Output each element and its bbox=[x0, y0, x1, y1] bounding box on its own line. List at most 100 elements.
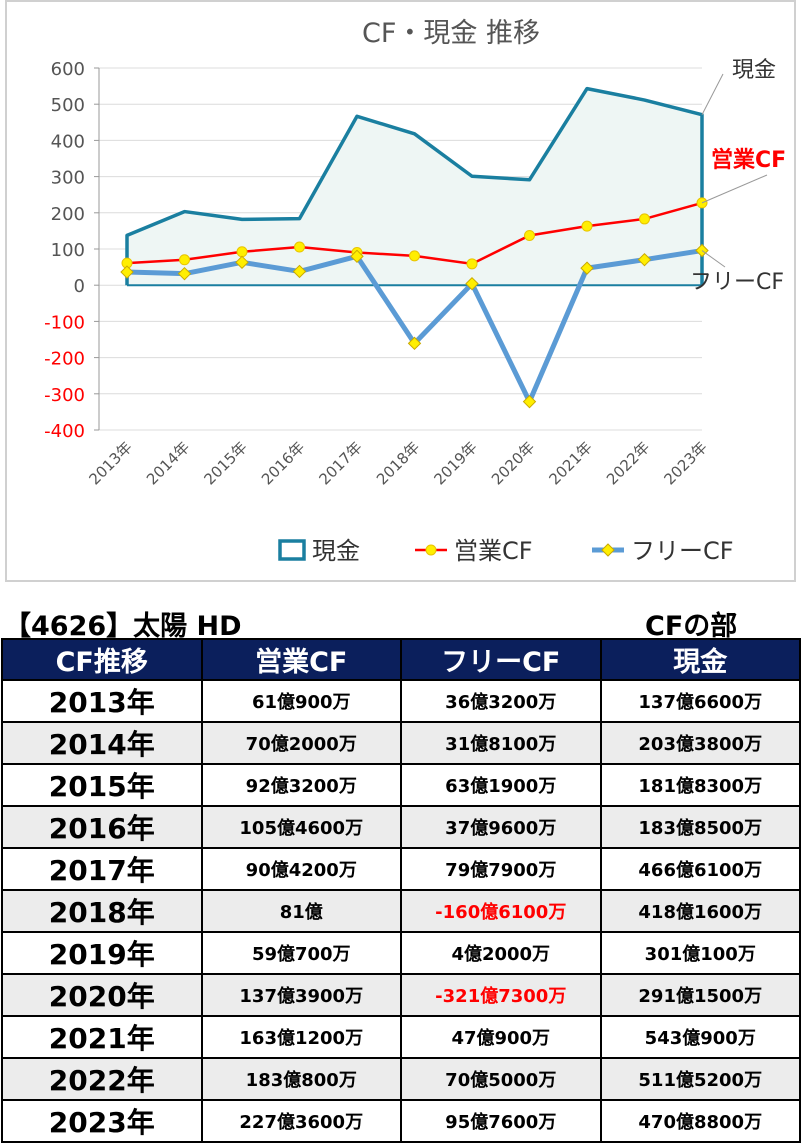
operating-cf-point bbox=[524, 229, 535, 241]
cell-operating-cf: 70億2000万 bbox=[200, 721, 402, 765]
cell-cash: 470億8800万 bbox=[599, 1099, 801, 1143]
cash-area bbox=[127, 88, 702, 286]
x-tick-label: 2014年 bbox=[143, 438, 193, 488]
cell-operating-cf: 227億3600万 bbox=[200, 1099, 402, 1143]
cell-cash: 543億900万 bbox=[599, 1015, 801, 1059]
operating-cf-point bbox=[409, 250, 420, 262]
free-cf-point bbox=[235, 255, 249, 270]
table-row: 2013年 61億900万 36億3200万 137億6600万 bbox=[1, 679, 801, 723]
cell-year: 2019年 bbox=[1, 931, 203, 975]
y-tick-label: -100 bbox=[44, 312, 85, 333]
operating-cf-point bbox=[294, 241, 305, 253]
legend-free-cf-marker bbox=[601, 543, 615, 557]
cell-year: 2022年 bbox=[1, 1057, 203, 1101]
section-title: CFの部 bbox=[645, 611, 738, 642]
table-row: 2015年 92億3200万 63億1900万 181億8300万 bbox=[1, 763, 801, 807]
cell-free-cf: 70億5000万 bbox=[400, 1057, 602, 1101]
x-tick-label: 2023年 bbox=[660, 438, 710, 488]
col-header-year: CF推移 bbox=[1, 638, 203, 681]
operating-cf-point bbox=[639, 213, 650, 225]
cell-cash: 291億1500万 bbox=[599, 973, 801, 1017]
operating-cf-point bbox=[179, 254, 190, 266]
x-tick-label: 2017年 bbox=[315, 438, 365, 488]
operating-cf-point bbox=[466, 258, 478, 270]
cf-table: CF推移 営業CF フリーCF 現金 2013年 61億900万 36億3200万 1… bbox=[1, 638, 801, 1143]
free-cf-point bbox=[465, 276, 479, 291]
x-tick-label: 2021年 bbox=[545, 438, 595, 488]
cell-free-cf: 63億1900万 bbox=[400, 763, 602, 807]
callout-operating-cf-leader bbox=[701, 174, 768, 204]
y-tick-label: 100 bbox=[51, 240, 85, 261]
cell-free-cf: 31億8100万 bbox=[400, 721, 602, 765]
legend-cash-swatch bbox=[278, 539, 306, 561]
table-row: 2023年 227億3600万 95億7600万 470億8800万 bbox=[1, 1099, 801, 1143]
y-tick-label: 200 bbox=[51, 204, 85, 225]
free-cf-point bbox=[637, 252, 652, 267]
cell-cash: 137億6600万 bbox=[599, 679, 801, 723]
cell-year: 2015年 bbox=[1, 763, 203, 807]
col-header-free-cf: フリーCF bbox=[400, 638, 602, 681]
cell-operating-cf: 81億 bbox=[200, 889, 402, 933]
cell-operating-cf: 59億700万 bbox=[200, 931, 402, 975]
cell-free-cf: -321億7300万 bbox=[400, 973, 602, 1017]
cell-free-cf: 79億7900万 bbox=[400, 847, 602, 891]
chart-panel: CF・現金 推移 600 500 400 300 200 100 0 -100 -200 -300… bbox=[5, 0, 796, 582]
y-tick-label: 300 bbox=[51, 168, 85, 189]
cell-operating-cf: 163億1200万 bbox=[200, 1015, 402, 1059]
x-tick-label: 2016年 bbox=[258, 438, 308, 488]
cell-operating-cf: 137億3900万 bbox=[200, 973, 402, 1017]
free-cf-point bbox=[407, 336, 422, 351]
legend-operating-cf-label: 営業CF bbox=[454, 537, 533, 565]
free-cf-point bbox=[580, 261, 594, 275]
x-tick-label: 2013年 bbox=[85, 438, 135, 488]
cell-free-cf: 36億3200万 bbox=[400, 679, 602, 723]
cell-cash: 203億3800万 bbox=[599, 721, 801, 765]
col-header-operating-cf: 営業CF bbox=[200, 638, 402, 681]
y-tick-label: 0 bbox=[74, 276, 85, 297]
x-tick-label: 2015年 bbox=[200, 438, 250, 488]
x-tick-label: 2018年 bbox=[373, 438, 423, 488]
cell-operating-cf: 90億4200万 bbox=[200, 847, 402, 891]
cell-cash: 466億6100万 bbox=[599, 847, 801, 891]
operating-cf-point bbox=[236, 246, 248, 258]
table-row: 2019年 59億700万 4億2000万 301億100万 bbox=[1, 931, 801, 975]
free-cf-point bbox=[350, 249, 364, 264]
cell-operating-cf: 61億900万 bbox=[200, 679, 402, 723]
x-tick-label: 2020年 bbox=[488, 438, 538, 488]
table-row: 2018年 81億 -160億6100万 418億1600万 bbox=[1, 889, 801, 933]
x-tick-label: 2019年 bbox=[430, 438, 480, 488]
table-header-row: CF推移 営業CF フリーCF 現金 bbox=[1, 638, 801, 681]
cash-line bbox=[125, 86, 704, 286]
cf-cash-chart: CF・現金 推移 600 500 400 300 200 100 0 -100 -200 -300… bbox=[44, 18, 786, 565]
cell-year: 2020年 bbox=[1, 973, 203, 1017]
free-cf-point bbox=[120, 265, 134, 279]
table-row: 2022年 183億800万 70億5000万 511億5200万 bbox=[1, 1057, 801, 1101]
table-row: 2020年 137億3900万 -321億7300万 291億1500万 bbox=[1, 973, 801, 1017]
cell-free-cf: -160億6100万 bbox=[400, 889, 602, 933]
cell-operating-cf: 183億800万 bbox=[200, 1057, 402, 1101]
free-cf-point bbox=[177, 266, 192, 281]
cell-free-cf: 47億900万 bbox=[400, 1015, 602, 1059]
cell-operating-cf: 92億3200万 bbox=[200, 763, 402, 807]
cell-year: 2023年 bbox=[1, 1099, 203, 1143]
callout-cash: 現金 bbox=[732, 58, 776, 83]
y-tick-label: 400 bbox=[51, 131, 85, 152]
y-tick-label: -300 bbox=[44, 385, 85, 406]
table-row: 2014年 70億2000万 31億8100万 203億3800万 bbox=[1, 721, 801, 765]
cell-cash: 181億8300万 bbox=[599, 763, 801, 807]
cell-year: 2017年 bbox=[1, 847, 203, 891]
cell-cash: 418億1600万 bbox=[599, 889, 801, 933]
free-cf-point bbox=[522, 394, 537, 409]
y-tick-label: 600 bbox=[51, 59, 85, 80]
legend-free-cf-label: フリーCF bbox=[631, 537, 734, 565]
cell-cash: 511億5200万 bbox=[599, 1057, 801, 1101]
cell-free-cf: 4億2000万 bbox=[400, 931, 602, 975]
operating-cf-point bbox=[581, 220, 593, 232]
free-cf-point bbox=[292, 264, 307, 279]
callout-free-cf: フリーCF bbox=[690, 270, 784, 295]
cell-year: 2016年 bbox=[1, 805, 203, 849]
cell-operating-cf: 105億4600万 bbox=[200, 805, 402, 849]
cell-free-cf: 95億7600万 bbox=[400, 1099, 602, 1143]
y-tick-label: 500 bbox=[51, 95, 85, 116]
cell-year: 2018年 bbox=[1, 889, 203, 933]
